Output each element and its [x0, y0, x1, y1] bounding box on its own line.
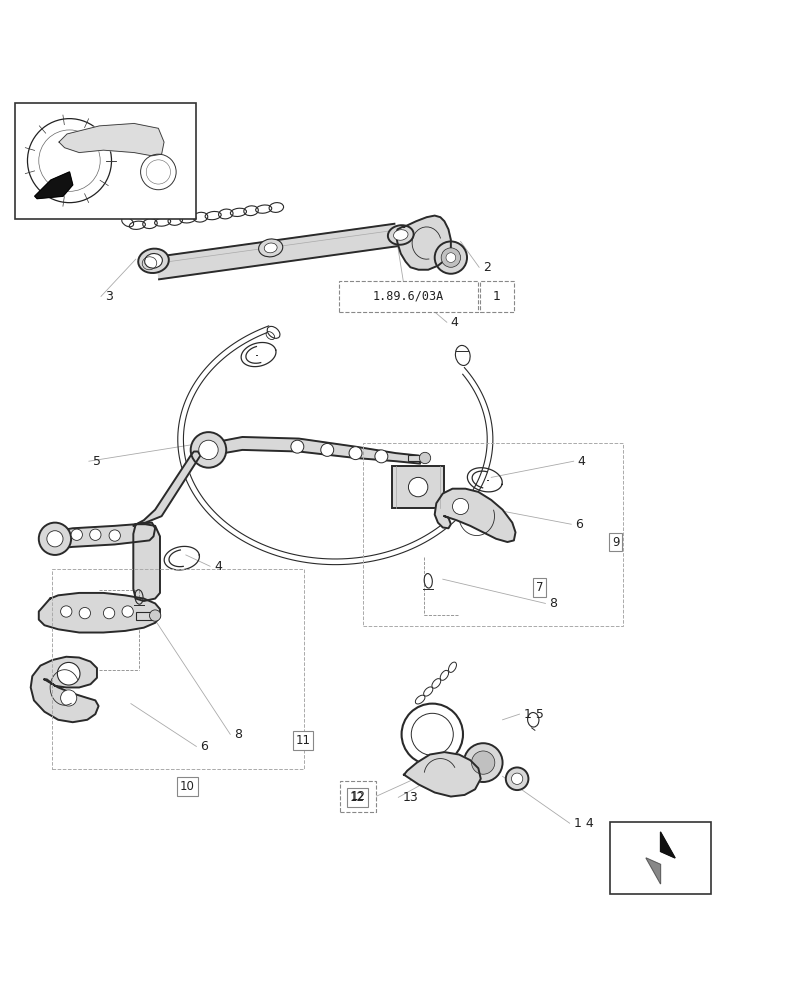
Text: 6: 6: [575, 518, 583, 531]
Circle shape: [464, 743, 503, 782]
Circle shape: [109, 530, 120, 541]
Polygon shape: [59, 123, 164, 156]
FancyBboxPatch shape: [340, 781, 376, 812]
Text: 6: 6: [200, 740, 208, 753]
Circle shape: [103, 607, 115, 619]
Circle shape: [90, 529, 101, 540]
Text: 13: 13: [402, 791, 418, 804]
Polygon shape: [404, 752, 481, 797]
Text: 5: 5: [93, 455, 101, 468]
Text: 1 4: 1 4: [574, 817, 593, 830]
Polygon shape: [133, 452, 200, 526]
Circle shape: [79, 607, 90, 619]
Polygon shape: [661, 832, 675, 858]
Circle shape: [441, 248, 461, 267]
Text: 2: 2: [483, 261, 491, 274]
Circle shape: [472, 751, 494, 774]
Bar: [392, 466, 444, 508]
Bar: [136, 612, 156, 620]
Circle shape: [452, 498, 469, 515]
Circle shape: [39, 523, 71, 555]
Circle shape: [349, 447, 362, 460]
Circle shape: [321, 443, 334, 456]
Bar: [15, 103, 196, 219]
Circle shape: [191, 432, 226, 468]
Circle shape: [199, 440, 218, 460]
Text: 7: 7: [536, 581, 544, 594]
Bar: [610, 822, 711, 894]
Circle shape: [375, 450, 388, 463]
Text: 1.89.6/03A: 1.89.6/03A: [372, 290, 444, 303]
Circle shape: [506, 767, 528, 790]
Polygon shape: [435, 489, 516, 542]
Circle shape: [408, 477, 428, 497]
Circle shape: [446, 253, 456, 262]
Polygon shape: [156, 224, 398, 279]
Circle shape: [291, 440, 304, 453]
Polygon shape: [39, 593, 160, 633]
Circle shape: [122, 606, 133, 617]
Text: 11: 11: [296, 734, 310, 747]
Text: 1: 1: [493, 290, 501, 303]
FancyBboxPatch shape: [480, 281, 514, 312]
Circle shape: [61, 606, 72, 617]
Circle shape: [61, 690, 77, 706]
Circle shape: [419, 452, 431, 464]
Polygon shape: [646, 858, 661, 884]
Circle shape: [435, 241, 467, 274]
Text: 4: 4: [214, 560, 222, 573]
Ellipse shape: [138, 249, 169, 273]
Polygon shape: [133, 524, 160, 601]
Circle shape: [47, 531, 63, 547]
Text: 9: 9: [612, 536, 620, 549]
Polygon shape: [35, 172, 73, 199]
Polygon shape: [396, 216, 451, 270]
Ellipse shape: [145, 254, 162, 268]
Circle shape: [511, 773, 523, 784]
Polygon shape: [47, 523, 155, 550]
Ellipse shape: [264, 243, 277, 253]
Text: 4: 4: [578, 455, 586, 468]
Circle shape: [57, 662, 80, 685]
Ellipse shape: [259, 239, 283, 257]
Circle shape: [71, 529, 82, 540]
Circle shape: [149, 610, 161, 621]
FancyBboxPatch shape: [339, 281, 478, 312]
Text: 3: 3: [105, 290, 113, 303]
Text: 4: 4: [451, 316, 459, 329]
Text: 10: 10: [180, 780, 195, 793]
Ellipse shape: [388, 225, 414, 245]
Text: 1 5: 1 5: [524, 708, 544, 721]
Polygon shape: [31, 657, 99, 722]
Polygon shape: [198, 437, 420, 464]
Ellipse shape: [393, 230, 408, 240]
Text: 8: 8: [234, 728, 242, 741]
Bar: [408, 455, 426, 461]
Text: 12: 12: [350, 791, 364, 804]
Text: 12: 12: [351, 790, 365, 803]
Text: 8: 8: [549, 597, 558, 610]
